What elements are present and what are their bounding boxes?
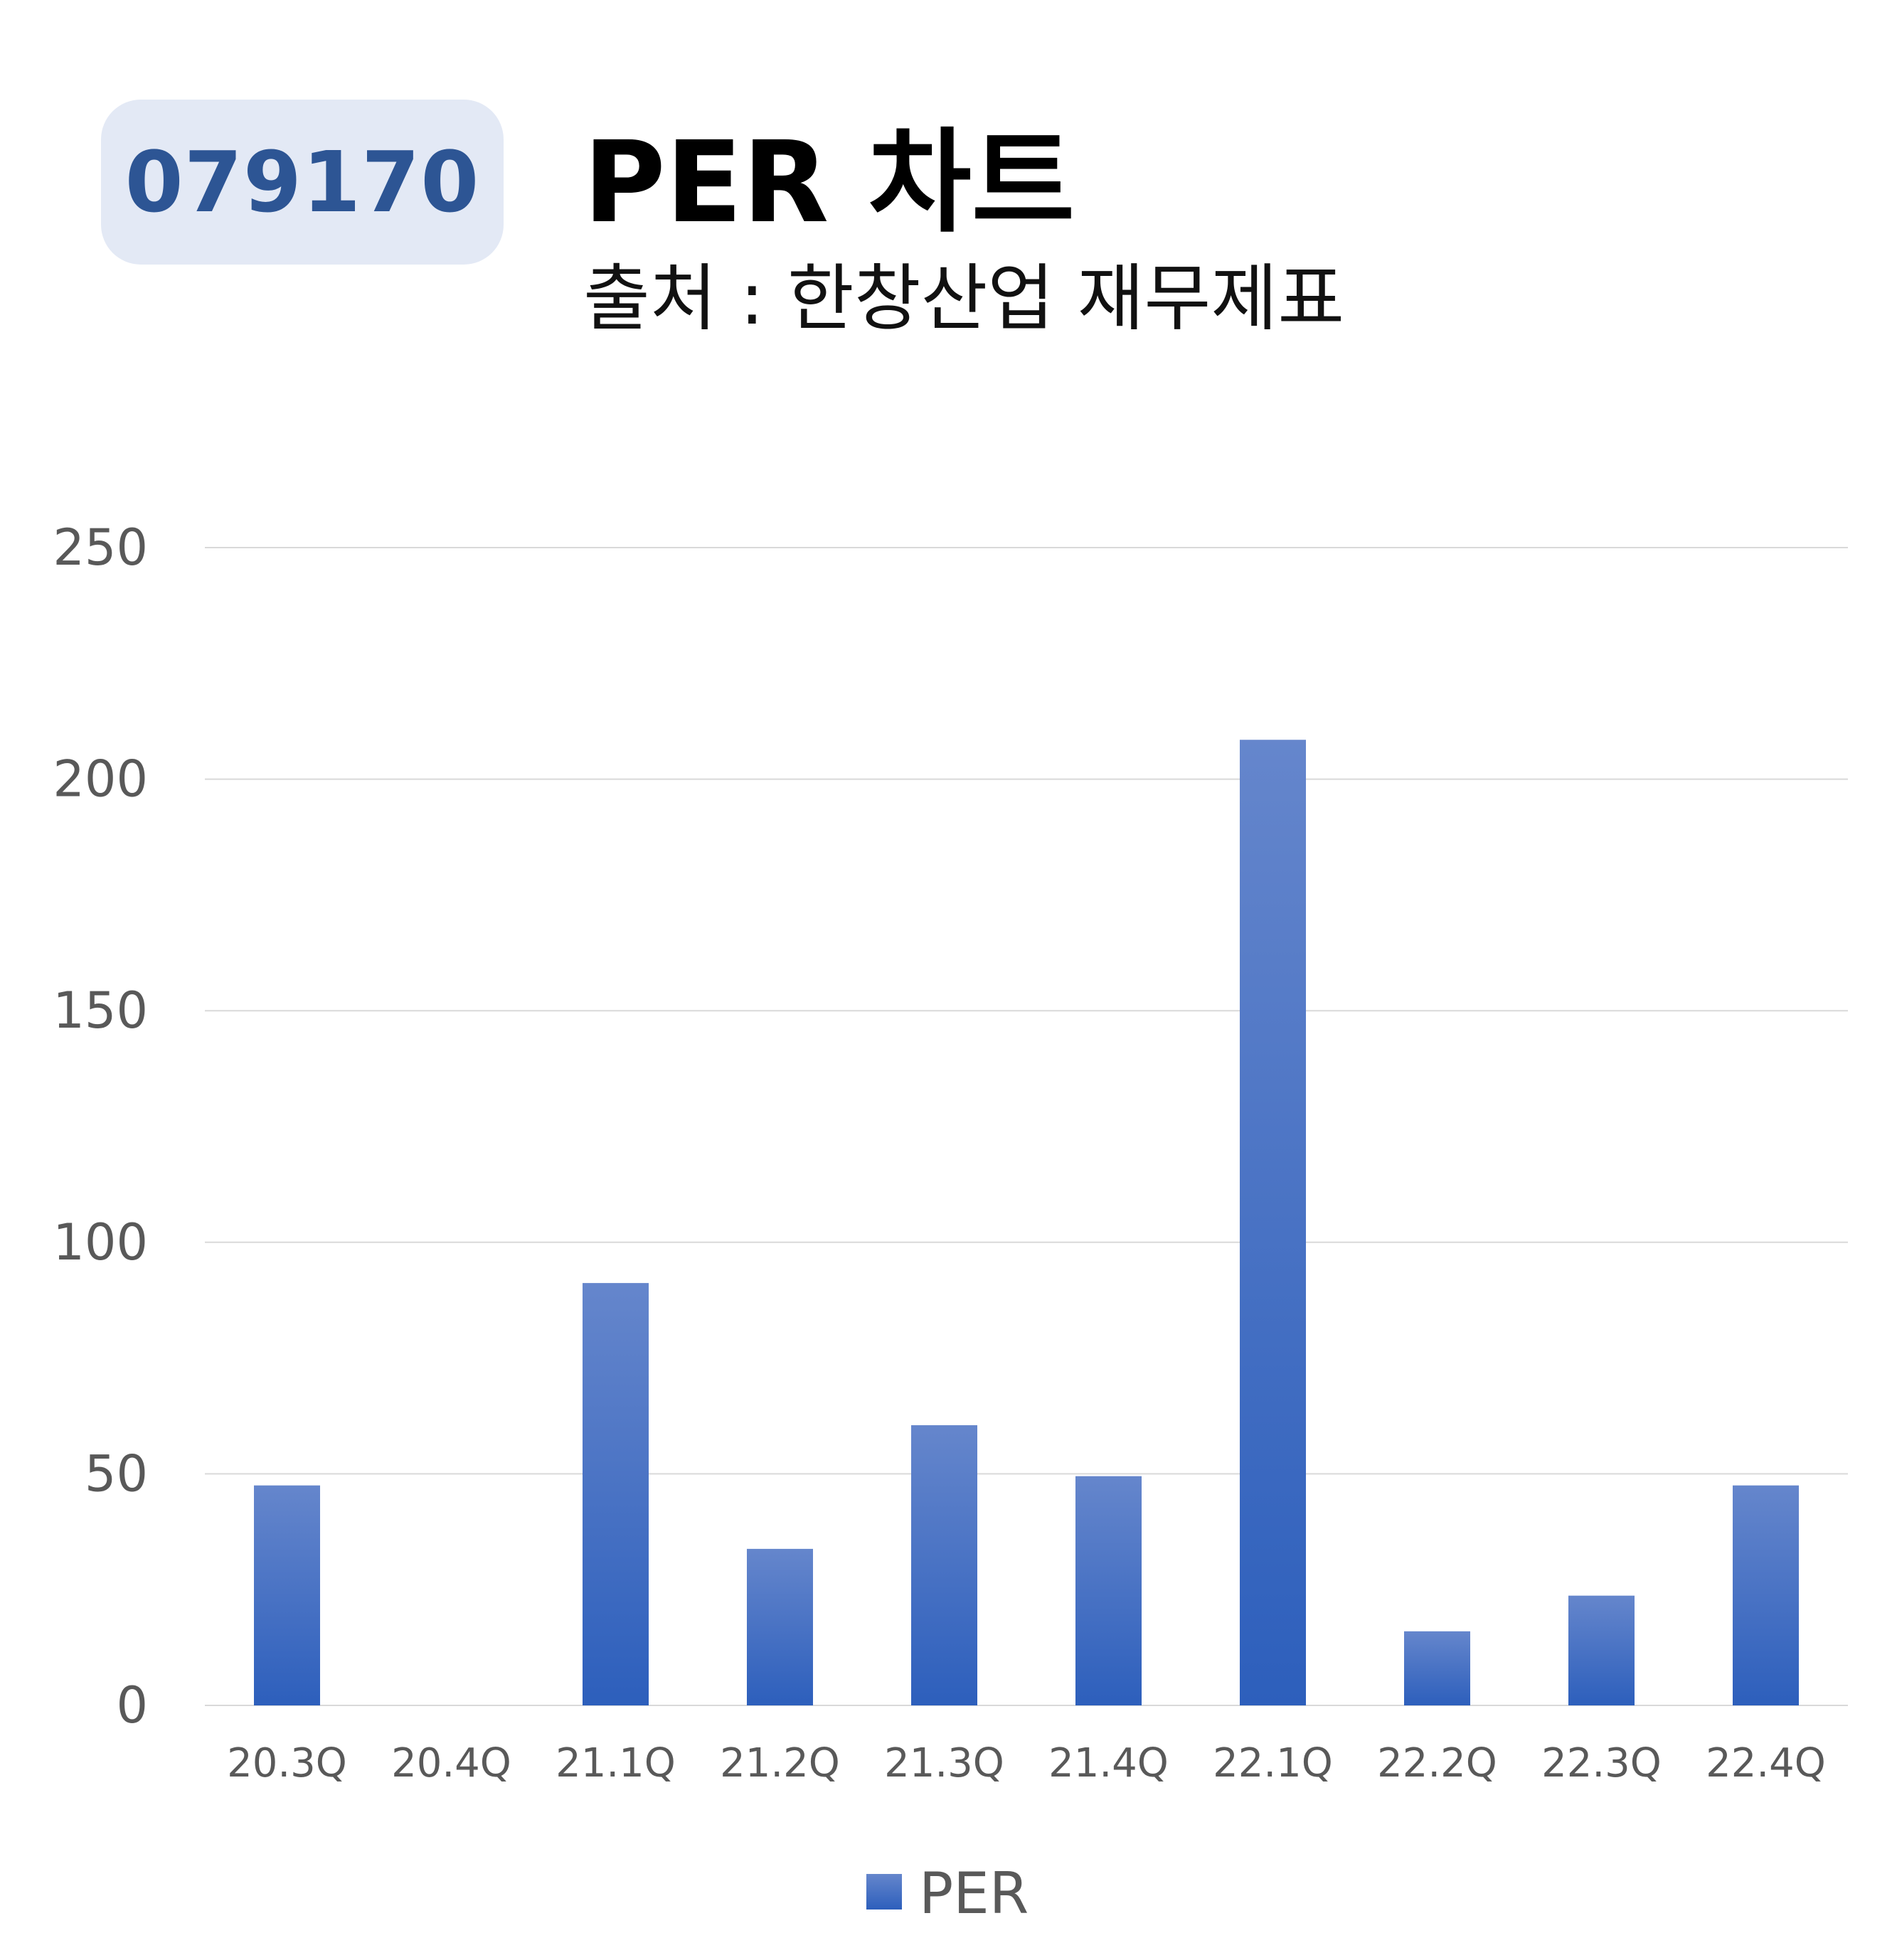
- y-tick-label: 250: [53, 518, 148, 577]
- y-tick-label: 50: [85, 1444, 148, 1503]
- gridlines: [205, 547, 1848, 1706]
- legend-label: PER: [919, 1860, 1029, 1927]
- x-tick-label: 22.4Q: [1706, 1740, 1826, 1786]
- y-tick-label: 200: [53, 750, 148, 809]
- bar-21.4Q: [1075, 1476, 1142, 1705]
- bar-20.3Q: [254, 1485, 320, 1705]
- x-tick-label: 21.1Q: [556, 1740, 676, 1786]
- x-tick-label: 20.4Q: [391, 1740, 511, 1786]
- x-tick-label: 22.2Q: [1377, 1740, 1497, 1786]
- x-tick-label: 22.1Q: [1213, 1740, 1333, 1786]
- x-axis-ticks: 20.3Q 20.4Q 21.1Q 21.2Q 21.3Q 21.4Q 22.1Q 22.2Q…: [227, 1740, 1826, 1786]
- y-axis-ticks: 0 50 100 150 200 250: [53, 518, 148, 1735]
- x-tick-label: 21.4Q: [1048, 1740, 1169, 1786]
- y-tick-label: 100: [53, 1213, 148, 1272]
- chart-subtitle: 출처 : 한창산업 재무제표: [583, 257, 1345, 341]
- bar-22.2Q: [1404, 1631, 1470, 1705]
- y-tick-label: 150: [53, 981, 148, 1040]
- legend: PER: [866, 1860, 1029, 1927]
- x-tick-label: 22.3Q: [1541, 1740, 1662, 1786]
- x-tick-label: 21.3Q: [884, 1740, 1004, 1786]
- bar-21.1Q: [583, 1283, 649, 1705]
- stock-code-badge: 079170: [101, 100, 504, 265]
- bars: [254, 740, 1799, 1705]
- bar-22.1Q: [1240, 740, 1306, 1705]
- bar-21.2Q: [747, 1548, 813, 1705]
- bar-21.3Q: [911, 1425, 977, 1705]
- y-tick-label: 0: [116, 1676, 148, 1735]
- legend-swatch: [866, 1874, 902, 1910]
- bar-22.3Q: [1568, 1595, 1635, 1705]
- chart-title: PER 차트: [583, 117, 1075, 248]
- x-tick-label: 20.3Q: [227, 1740, 347, 1786]
- bar-22.4Q: [1733, 1485, 1799, 1705]
- x-tick-label: 21.2Q: [720, 1740, 840, 1786]
